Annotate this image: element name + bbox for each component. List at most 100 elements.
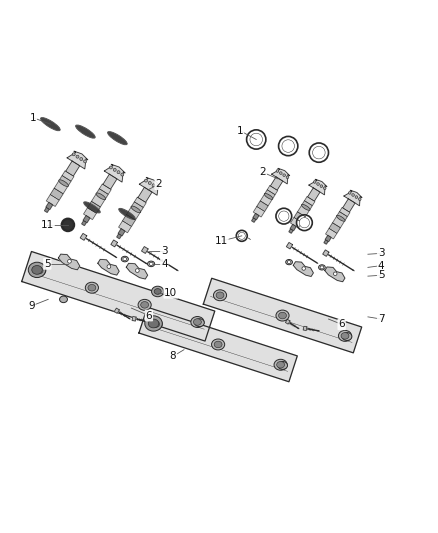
Polygon shape (62, 171, 74, 181)
Ellipse shape (276, 310, 289, 321)
Ellipse shape (317, 183, 319, 185)
Ellipse shape (274, 359, 287, 370)
Ellipse shape (278, 361, 287, 369)
Polygon shape (324, 240, 328, 244)
Polygon shape (265, 190, 275, 199)
Ellipse shape (131, 206, 141, 213)
Polygon shape (323, 250, 329, 256)
Polygon shape (22, 252, 215, 341)
Polygon shape (46, 195, 59, 206)
Text: 1: 1 (29, 112, 36, 123)
Ellipse shape (286, 260, 293, 265)
Ellipse shape (110, 166, 113, 169)
Text: 2: 2 (259, 167, 266, 177)
Polygon shape (103, 174, 117, 189)
Ellipse shape (119, 208, 135, 220)
Ellipse shape (276, 169, 279, 172)
Ellipse shape (135, 269, 139, 272)
Ellipse shape (313, 181, 316, 183)
Ellipse shape (123, 257, 127, 261)
Polygon shape (304, 197, 315, 206)
Polygon shape (67, 151, 88, 169)
Text: 4: 4 (378, 261, 385, 271)
Ellipse shape (214, 341, 222, 348)
Ellipse shape (194, 319, 201, 325)
Ellipse shape (138, 300, 151, 310)
Polygon shape (203, 278, 362, 353)
Ellipse shape (352, 193, 354, 196)
Ellipse shape (60, 296, 67, 303)
Ellipse shape (339, 330, 352, 341)
Polygon shape (84, 208, 96, 220)
Ellipse shape (28, 262, 46, 278)
Polygon shape (337, 212, 347, 221)
Ellipse shape (318, 265, 325, 270)
Polygon shape (123, 215, 135, 227)
Text: 5: 5 (378, 270, 385, 280)
Ellipse shape (156, 186, 159, 189)
Ellipse shape (121, 173, 124, 176)
Polygon shape (88, 201, 100, 213)
Polygon shape (46, 203, 53, 209)
Ellipse shape (216, 292, 224, 298)
Text: 3: 3 (378, 248, 385, 259)
Polygon shape (325, 236, 331, 241)
Ellipse shape (320, 266, 324, 269)
Polygon shape (50, 188, 63, 200)
Polygon shape (119, 221, 131, 233)
Ellipse shape (85, 282, 99, 293)
Ellipse shape (76, 155, 79, 158)
Polygon shape (293, 262, 313, 277)
Ellipse shape (279, 136, 298, 156)
Ellipse shape (333, 272, 337, 276)
Ellipse shape (342, 333, 352, 341)
Polygon shape (45, 207, 49, 212)
Polygon shape (253, 206, 265, 217)
Ellipse shape (35, 267, 43, 274)
Ellipse shape (238, 232, 245, 239)
Ellipse shape (336, 215, 345, 221)
Ellipse shape (113, 168, 116, 171)
Polygon shape (343, 199, 355, 212)
Ellipse shape (309, 143, 328, 162)
Polygon shape (118, 229, 125, 236)
Ellipse shape (301, 204, 310, 211)
Text: 11: 11 (41, 220, 54, 230)
Polygon shape (92, 193, 105, 207)
Polygon shape (257, 201, 268, 212)
Ellipse shape (148, 261, 155, 266)
Ellipse shape (152, 321, 159, 327)
Ellipse shape (323, 187, 326, 190)
Polygon shape (127, 207, 140, 220)
Ellipse shape (302, 266, 305, 270)
Ellipse shape (283, 174, 286, 176)
Ellipse shape (313, 147, 325, 159)
Text: 4: 4 (161, 259, 168, 269)
Polygon shape (309, 179, 327, 195)
Ellipse shape (282, 140, 294, 152)
Polygon shape (111, 240, 117, 247)
Ellipse shape (320, 185, 323, 188)
Text: 6: 6 (145, 311, 152, 320)
Ellipse shape (277, 361, 285, 368)
Ellipse shape (62, 219, 74, 231)
Ellipse shape (279, 172, 282, 174)
Ellipse shape (213, 290, 226, 301)
Text: 10: 10 (164, 288, 177, 298)
Polygon shape (252, 218, 256, 222)
Ellipse shape (276, 208, 292, 224)
Polygon shape (139, 307, 297, 382)
Polygon shape (270, 177, 283, 190)
Ellipse shape (148, 319, 159, 328)
Text: 8: 8 (170, 351, 177, 361)
Ellipse shape (121, 256, 128, 262)
Ellipse shape (194, 319, 204, 327)
Polygon shape (114, 308, 119, 313)
Ellipse shape (341, 333, 349, 339)
Ellipse shape (279, 312, 286, 319)
Ellipse shape (152, 184, 155, 187)
Polygon shape (297, 205, 310, 217)
Polygon shape (58, 254, 80, 270)
Polygon shape (98, 260, 119, 275)
Polygon shape (329, 223, 340, 233)
